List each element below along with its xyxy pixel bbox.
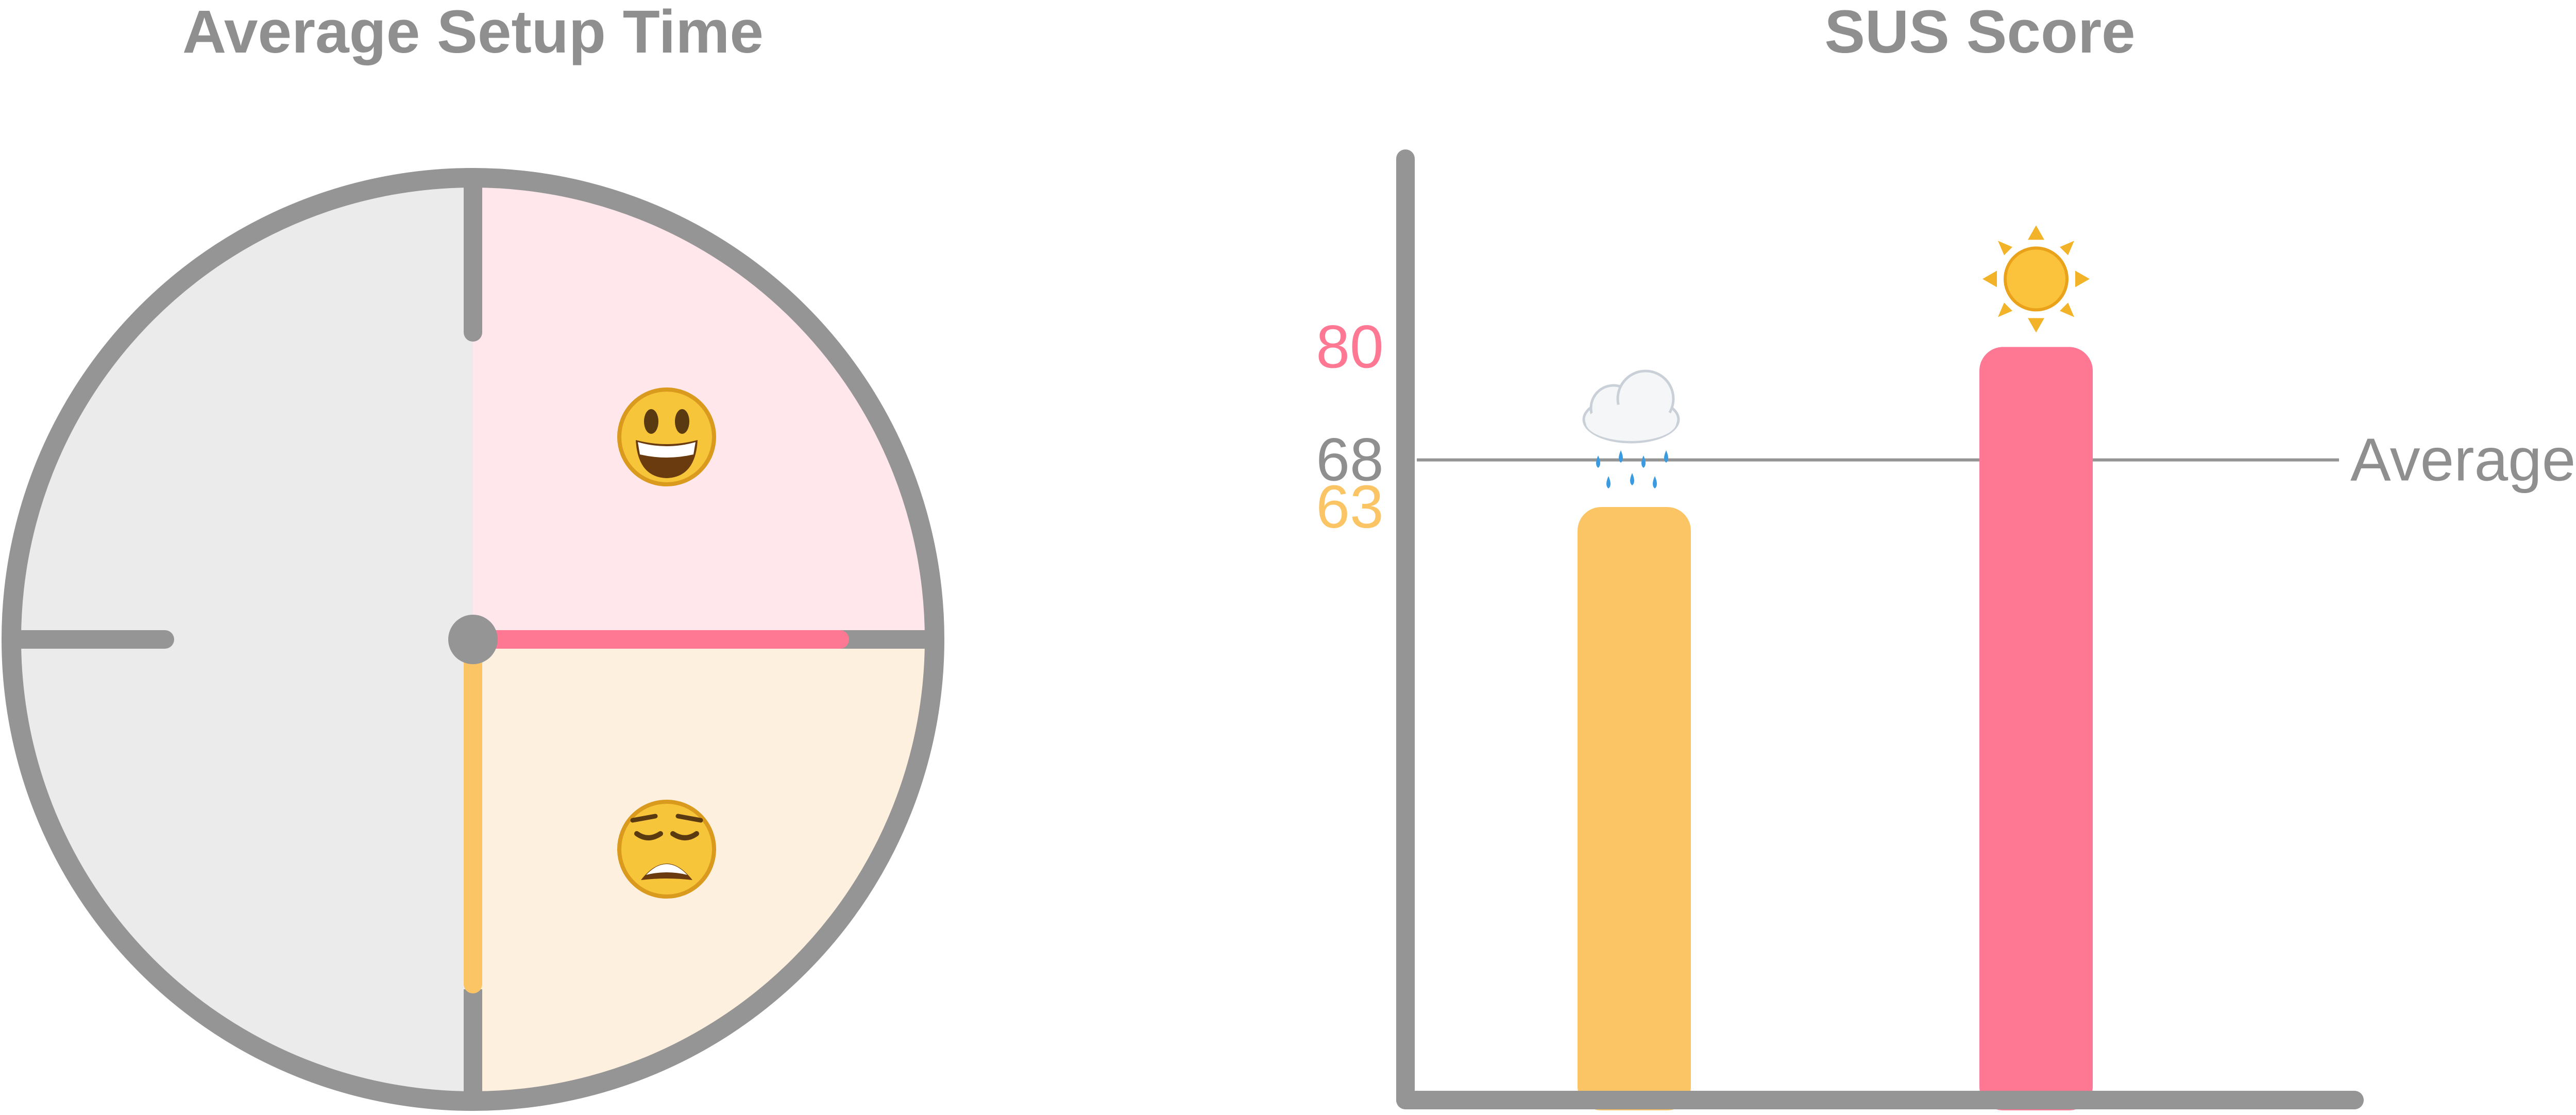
average-label: Average	[2350, 426, 2575, 494]
y-tick-label-80: 80	[1316, 313, 1383, 381]
y-tick-label-63: 63	[1316, 473, 1383, 541]
y-tick-label-68: 68	[1316, 426, 1383, 494]
setup-time-chart: Average Setup Time	[2, 0, 944, 1111]
bar-2	[1979, 347, 2093, 1110]
sus-score-title: SUS Score	[1824, 0, 2135, 66]
setup-time-title: Average Setup Time	[182, 0, 764, 66]
rain-cloud-icon	[1582, 369, 1680, 488]
grinning-face-icon	[617, 387, 716, 486]
bar-1	[1578, 506, 1691, 1110]
weary-face-icon	[617, 800, 716, 899]
bar-layer	[1417, 347, 2339, 1110]
clock-rim	[2, 168, 944, 1111]
sus-score-chart: SUS Score	[1316, 0, 2575, 1110]
sun-icon	[1982, 225, 2090, 333]
clock-center-dot	[448, 615, 498, 664]
